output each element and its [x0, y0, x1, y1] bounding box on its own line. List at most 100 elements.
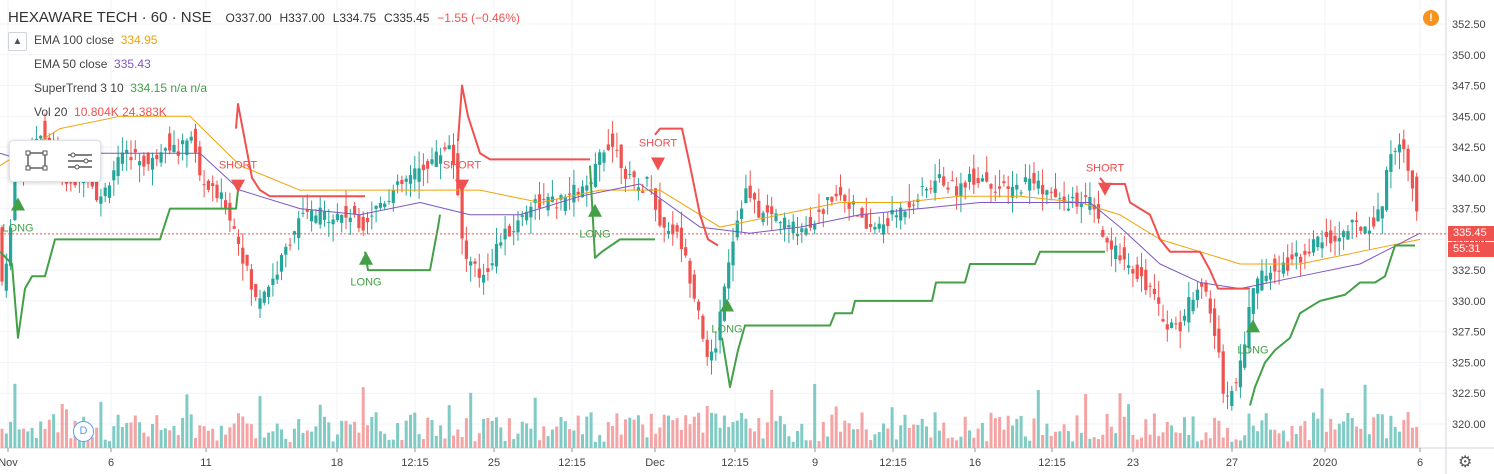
dividend-badge[interactable]: D — [73, 421, 94, 442]
y-tick-label: 347.50 — [1452, 81, 1486, 93]
indicator-ema50[interactable]: EMA 50 close 335.43 — [34, 57, 151, 71]
volume-bar — [417, 434, 421, 448]
candle-body — [843, 194, 847, 202]
rectangle-select-icon[interactable] — [16, 146, 54, 176]
candle-body — [378, 203, 382, 208]
candle-body — [623, 168, 628, 179]
volume-bar — [722, 415, 726, 448]
y-tick-label: 322.50 — [1452, 388, 1486, 400]
candle-body — [262, 291, 266, 303]
candle-body — [1079, 203, 1083, 207]
volume-bar — [1415, 426, 1419, 448]
volume-bar — [249, 424, 253, 448]
volume-bar — [860, 412, 864, 448]
candle-body — [615, 149, 619, 151]
indicator-supertrend[interactable]: SuperTrend 3 10 334.15 n/a n/a — [34, 81, 207, 95]
countdown-tag: 55:31 — [1448, 241, 1494, 257]
volume-bar — [172, 425, 176, 448]
candle-body — [705, 339, 709, 357]
volume-bar — [581, 434, 584, 448]
candle-body — [963, 182, 967, 188]
volume-bar — [1032, 418, 1036, 448]
candle-body — [972, 168, 976, 185]
y-tick-label: 330.00 — [1452, 296, 1486, 308]
candle-body — [1062, 196, 1066, 203]
volume-bar — [611, 425, 615, 448]
volume-bar — [856, 429, 860, 448]
volume-bar — [206, 430, 210, 448]
volume-bar — [559, 417, 563, 448]
exclamation-icon[interactable]: ! — [1423, 10, 1439, 26]
volume-bar — [735, 420, 739, 448]
volume-bar — [783, 424, 787, 448]
volume-bar — [22, 428, 25, 448]
candle-body — [546, 196, 550, 211]
indicator-volume[interactable]: Vol 20 10.804K 24.383K — [34, 105, 167, 119]
volume-bar — [271, 431, 275, 448]
candle-body — [1294, 252, 1298, 257]
symbol-title[interactable]: HEXAWARE TECH · 60 · NSE — [8, 9, 212, 26]
short-label: SHORT — [443, 160, 482, 172]
candle-body — [942, 176, 946, 186]
candle-body — [202, 184, 206, 186]
candle-body — [619, 144, 623, 169]
volume-bar — [426, 417, 430, 448]
candle-body — [744, 188, 748, 204]
candle-body — [267, 286, 271, 298]
volume-bar — [1097, 439, 1100, 448]
x-tick-label: 23 — [1127, 457, 1139, 469]
volume-bar — [168, 430, 172, 448]
volume-bar — [1002, 429, 1006, 448]
x-tick-label: 18 — [331, 457, 343, 469]
volume-bar — [232, 423, 236, 448]
candle-body — [1342, 231, 1346, 238]
volume-bar — [920, 418, 924, 448]
volume-bar — [1398, 431, 1401, 448]
candle-body — [1415, 176, 1419, 212]
candle-body — [245, 254, 249, 266]
volume-bar — [344, 420, 348, 448]
candle-body — [907, 200, 911, 208]
volume-bar — [1329, 418, 1333, 448]
candle-body — [783, 217, 787, 229]
volume-bar — [1122, 416, 1126, 448]
volume-bar — [1355, 426, 1358, 448]
candle-body — [1243, 344, 1247, 368]
candle-body — [701, 315, 705, 339]
candle-body — [937, 174, 941, 179]
hamburger-menu-icon[interactable] — [60, 146, 98, 176]
candle-body — [998, 186, 1002, 189]
candle-body — [976, 178, 980, 184]
volume-bar — [770, 389, 774, 448]
volume-bar — [297, 419, 301, 448]
chevron-up-icon[interactable]: ▲ — [8, 32, 27, 51]
indicator-ema100[interactable]: EMA 100 close 334.95 — [34, 33, 157, 47]
volume-bar — [645, 437, 649, 448]
candle-body — [632, 171, 636, 178]
volume-bar — [77, 436, 81, 448]
volume-bar — [542, 426, 546, 448]
long-arrow — [588, 203, 602, 217]
volume-bar — [1191, 416, 1195, 448]
volume-bar — [1127, 404, 1131, 448]
volume-bar — [576, 415, 580, 448]
volume-bar — [452, 435, 455, 448]
volume-bar — [667, 415, 670, 448]
candle-body — [1191, 299, 1195, 312]
volume-bar — [1410, 427, 1414, 448]
volume-bar — [237, 413, 240, 448]
gear-icon[interactable]: ⚙ — [1458, 454, 1473, 471]
volume-bar — [529, 428, 533, 448]
volume-bar — [215, 440, 219, 448]
volume-bar — [886, 428, 890, 448]
candle-body — [258, 298, 262, 309]
supertrend-up-line — [364, 214, 441, 272]
volume-bar — [1049, 435, 1053, 448]
candle-body — [955, 186, 959, 196]
volume-bar — [1238, 440, 1242, 448]
x-tick-label: Dec — [645, 457, 665, 469]
candle-body — [847, 202, 851, 209]
candle-body — [1023, 177, 1027, 182]
volume-bar — [774, 421, 778, 448]
